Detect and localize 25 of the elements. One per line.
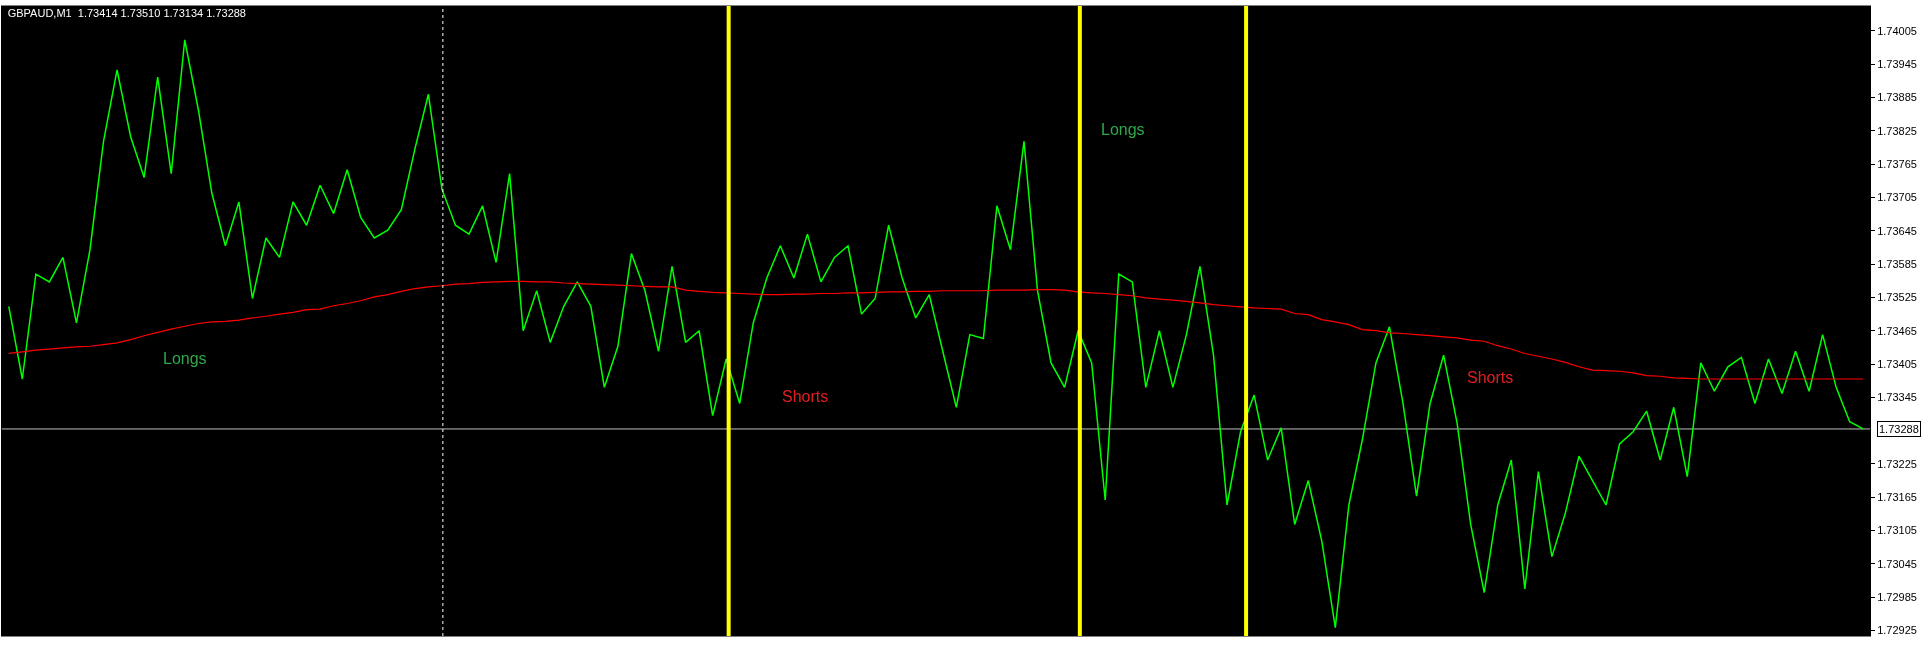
y-tick-label: 1.72985 bbox=[1877, 591, 1917, 603]
y-tick-label: 1.73465 bbox=[1877, 324, 1917, 337]
y-tick-label: 1.73525 bbox=[1877, 291, 1917, 304]
y-tick-label: 1.74005 bbox=[1877, 24, 1917, 37]
y-tick-label: 1.73105 bbox=[1877, 524, 1917, 537]
y-tick-label: 1.73645 bbox=[1877, 224, 1917, 237]
line-series bbox=[8, 39, 1864, 629]
y-tick-label: 1.73345 bbox=[1877, 391, 1917, 404]
y-tick-label: 1.73825 bbox=[1877, 124, 1917, 137]
y-tick-label: 1.73225 bbox=[1877, 457, 1917, 470]
annotation: Shorts bbox=[782, 388, 829, 405]
ref-line-label: 1.73288 bbox=[1879, 423, 1919, 435]
y-tick-label: 1.72925 bbox=[1877, 624, 1917, 637]
y-tick-label: 1.73585 bbox=[1877, 257, 1917, 270]
chart-title: GBPAUD,M1 1.73414 1.73510 1.73134 1.73288 bbox=[7, 7, 246, 20]
y-tick-label: 1.73045 bbox=[1877, 557, 1917, 570]
y-tick-label: 1.73765 bbox=[1877, 158, 1917, 171]
annotation: Longs bbox=[163, 350, 207, 367]
y-tick-label: 1.73705 bbox=[1877, 191, 1917, 204]
y-tick-label: 1.73885 bbox=[1877, 91, 1917, 104]
y-tick-label: 1.73945 bbox=[1877, 58, 1917, 71]
annotation: Shorts bbox=[1467, 369, 1514, 386]
annotation: Longs bbox=[1101, 121, 1145, 138]
y-tick-label: 1.73165 bbox=[1877, 491, 1917, 504]
y-tick-label: 1.73405 bbox=[1877, 357, 1917, 370]
